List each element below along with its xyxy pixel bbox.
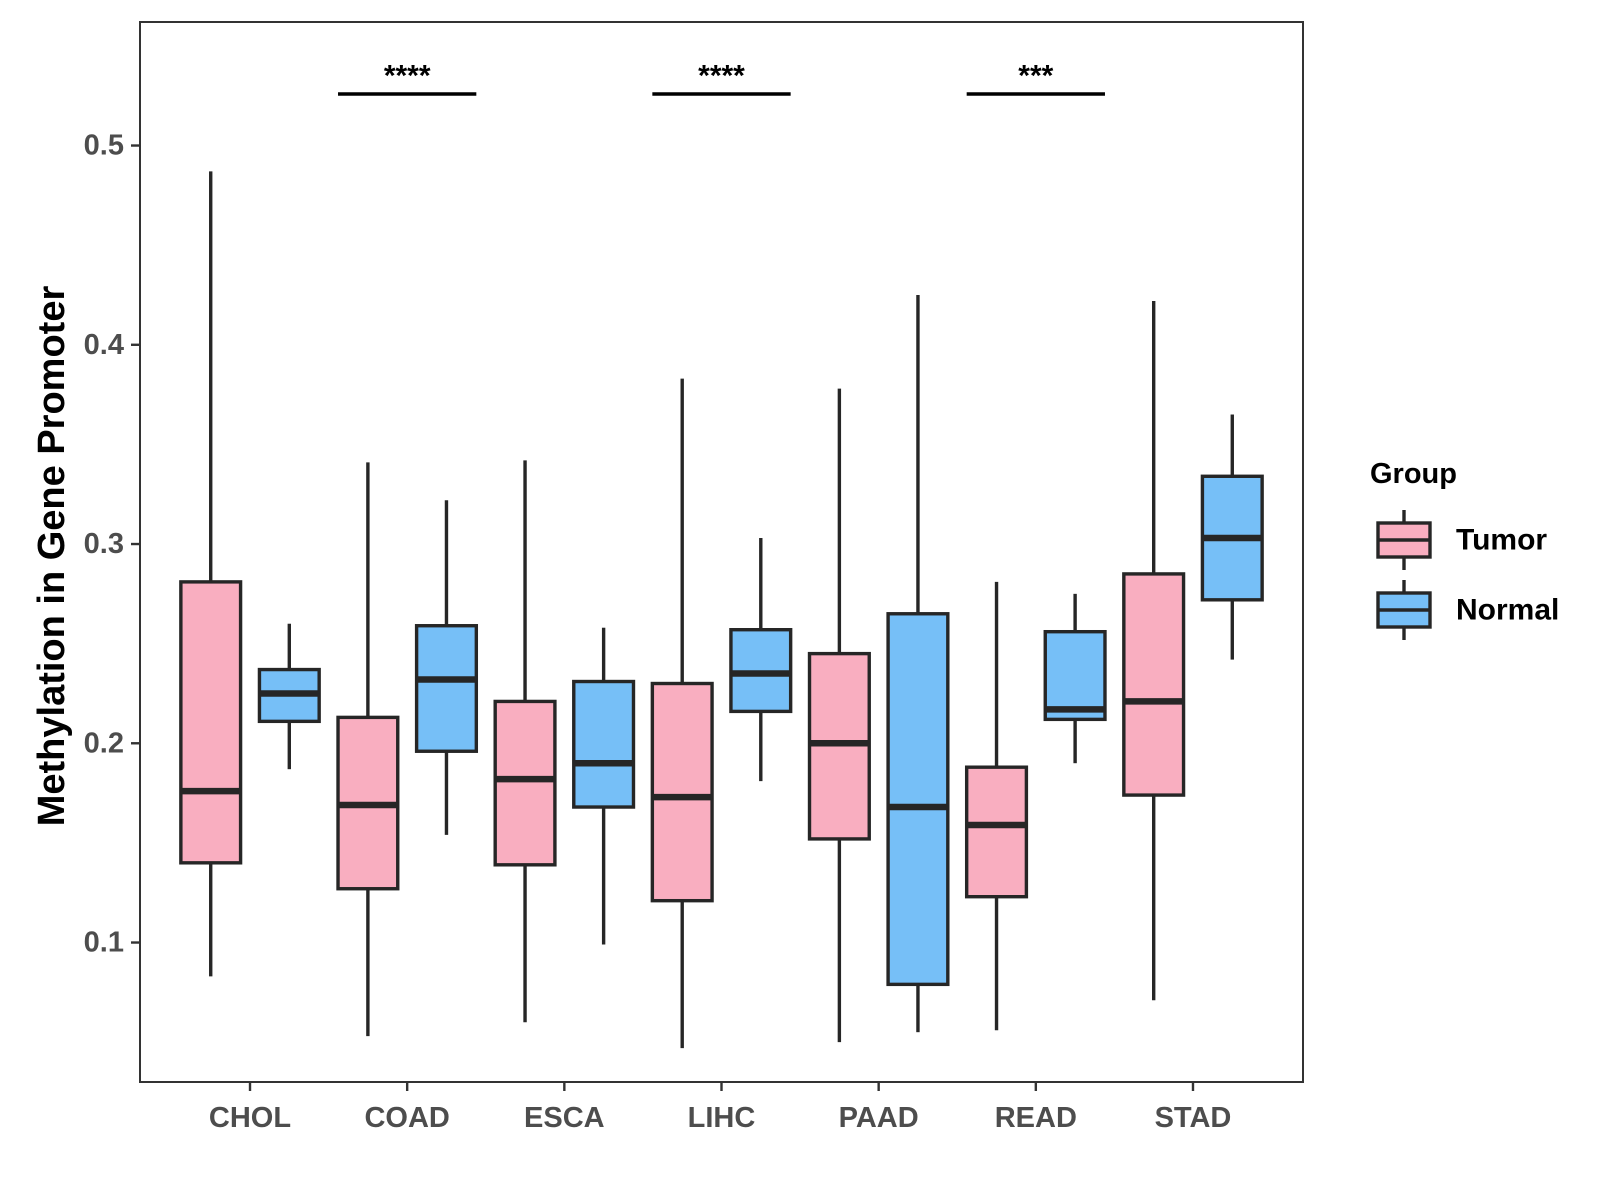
y-tick-label: 0.4	[84, 329, 124, 361]
box-normal-read	[1043, 593, 1107, 764]
legend-label: Normal	[1456, 594, 1559, 627]
x-tick-label-coad: COAD	[364, 1102, 449, 1134]
box-iqr	[650, 681, 714, 903]
box-iqr	[179, 580, 243, 865]
x-axis: CHOL COAD ESCA LIHC PAAD READ STAD	[209, 1082, 1231, 1134]
x-tick-label-lihc: LIHC	[688, 1102, 756, 1134]
box-iqr	[572, 679, 636, 809]
y-axis: 0.1 0.2 0.3 0.4 0.5	[84, 130, 140, 959]
y-tick-label: 0.5	[84, 130, 124, 162]
box-normal-esca	[572, 627, 636, 945]
y-axis-title: Methylation in Gene Promoter	[31, 286, 73, 827]
box-normal-chol	[257, 623, 321, 770]
x-tick-label-paad: PAAD	[839, 1102, 919, 1134]
box-tumor-coad	[336, 462, 400, 1037]
legend-title: Group	[1370, 458, 1457, 490]
box-iqr	[414, 624, 479, 753]
box-tumor-esca	[493, 460, 557, 1023]
box-tumor-paad	[807, 388, 871, 1043]
box-tumor-read	[964, 581, 1029, 1031]
significance-label: ****	[698, 60, 745, 93]
significance-label: ****	[384, 60, 431, 93]
significance-read: ***	[966, 60, 1105, 96]
box-normal-coad	[414, 500, 479, 835]
x-tick-label-stad: STAD	[1155, 1102, 1232, 1134]
box-iqr	[1043, 629, 1107, 722]
box-tumor-stad	[1122, 300, 1186, 1001]
y-tick-label: 0.3	[84, 528, 124, 560]
box-normal-paad	[886, 294, 950, 1033]
box-normal-stad	[1200, 414, 1264, 660]
y-tick-label: 0.1	[84, 927, 124, 959]
legend-item-normal: Normal	[1376, 580, 1559, 640]
panel-border	[139, 21, 1304, 1083]
significance-lihc: ****	[652, 60, 791, 96]
legend-label: Tumor	[1456, 524, 1547, 557]
plot-area: **** **** ***	[139, 21, 1304, 1083]
x-tick-label-read: READ	[995, 1102, 1077, 1134]
box-iqr	[493, 699, 557, 867]
box-iqr	[964, 765, 1029, 899]
significance-coad: ****	[338, 60, 477, 96]
legend: Group Tumor Normal	[1370, 458, 1559, 640]
box-tumor-chol	[179, 171, 243, 977]
box-tumor-lihc	[650, 378, 714, 1049]
legend-item-tumor: Tumor	[1376, 510, 1547, 570]
box-normal-lihc	[729, 538, 793, 782]
x-tick-label-chol: CHOL	[209, 1102, 291, 1134]
significance-label: ***	[1018, 60, 1053, 93]
x-tick-label-esca: ESCA	[524, 1102, 605, 1134]
box-iqr	[1122, 572, 1186, 797]
y-tick-label: 0.2	[84, 727, 124, 759]
box-iqr	[886, 612, 950, 987]
